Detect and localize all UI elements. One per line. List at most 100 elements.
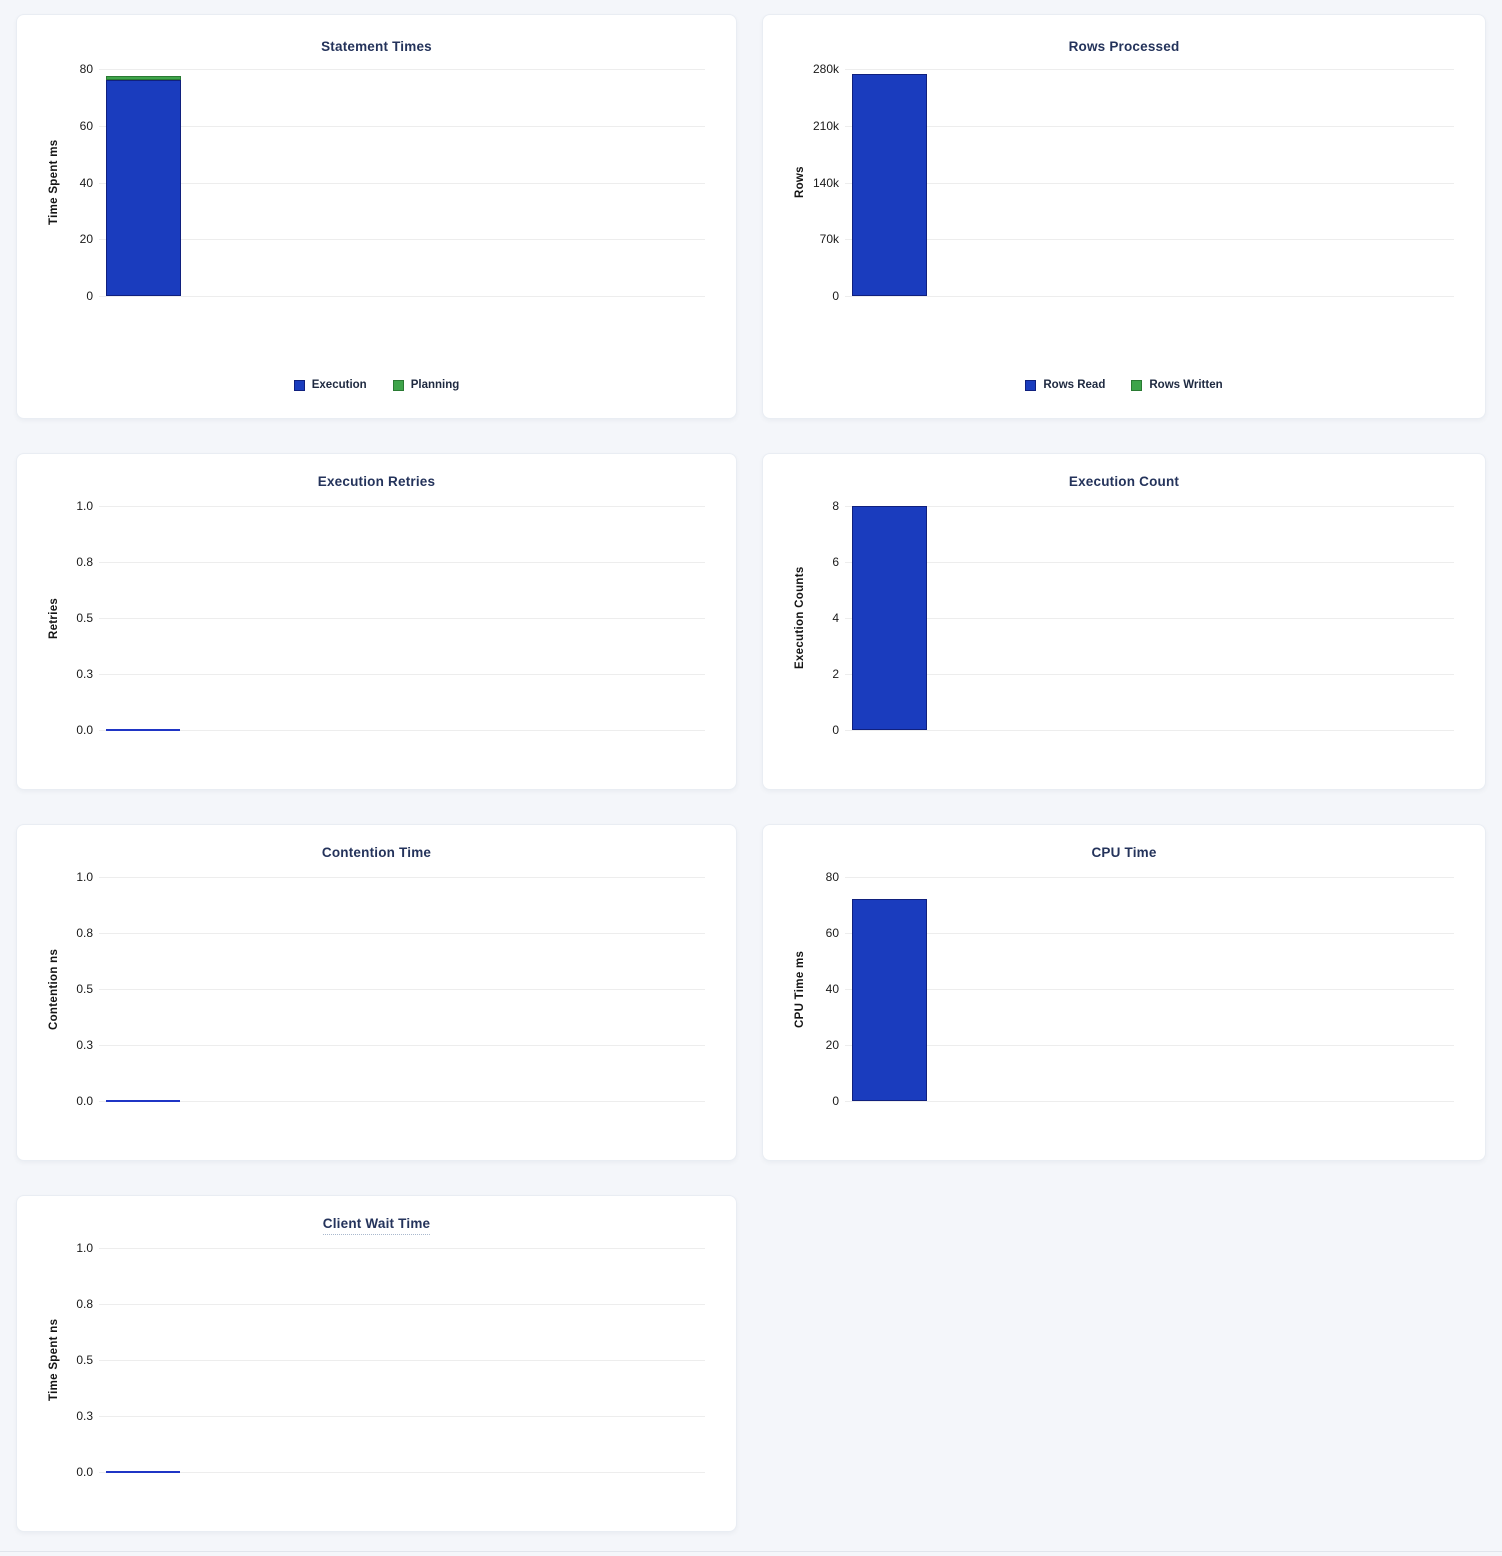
gridline <box>845 674 1454 675</box>
gridline <box>845 1045 1454 1046</box>
gridline <box>99 674 705 675</box>
gridline <box>99 125 705 127</box>
y-tick-label: 1.0 <box>76 499 93 513</box>
gridline <box>845 182 1454 184</box>
chart-card: Client Wait Time Time Spent ns 1.0 0.8 0.5… <box>16 1195 737 1532</box>
gridline <box>99 1472 705 1473</box>
gridline <box>845 296 1454 297</box>
y-tick-label: 0.5 <box>76 1353 93 1367</box>
gridline <box>845 877 1454 878</box>
legend-label: Execution <box>311 379 367 391</box>
chart-card: Rows Processed Rows 280k 210k 140k 70k 0 Row… <box>762 14 1486 419</box>
plot-area <box>99 69 705 297</box>
legend-item: Planning <box>392 379 460 391</box>
gridline <box>99 1101 705 1102</box>
gridline <box>99 1416 705 1417</box>
chart-card: Execution Retries Retries 1.0 0.8 0.5 0.3 0.… <box>16 453 737 790</box>
y-axis: 80 60 40 20 0 <box>17 62 93 303</box>
gridline <box>845 989 1454 990</box>
zero-value-bar <box>106 729 180 731</box>
y-tick-label: 20 <box>79 232 93 247</box>
chart-card: Contention Time Contention ns 1.0 0.8 0.5 0… <box>16 824 737 1161</box>
y-tick-label: 1.0 <box>76 870 93 884</box>
y-tick-label: 0.0 <box>76 1465 93 1479</box>
gridline <box>99 506 705 507</box>
zero-value-bar <box>106 1100 180 1102</box>
chart-title: Execution Retries <box>17 474 736 489</box>
y-tick-label: 0.3 <box>76 1409 93 1423</box>
y-tick-label: 0.5 <box>76 982 93 996</box>
chart-title: CPU Time <box>763 845 1485 860</box>
charts-grid: Statement Times Time Spent ms 80 60 40 20 0 … <box>16 14 1486 1532</box>
chart-title-text[interactable]: Client Wait Time <box>322 1216 431 1235</box>
y-tick-label: 280k <box>812 62 839 76</box>
chart-title-text: Rows Processed <box>1068 39 1180 54</box>
y-axis: 1.0 0.8 0.5 0.3 0.0 <box>17 870 93 1108</box>
gridline <box>99 933 705 934</box>
gridline <box>99 562 705 563</box>
y-tick-label: 140k <box>812 175 839 190</box>
chart-title: Execution Count <box>763 474 1485 489</box>
y-tick-label: 0 <box>86 289 93 303</box>
chart-title: Rows Processed <box>763 39 1485 54</box>
chart-title-text: Execution Retries <box>317 474 436 489</box>
y-tick-label: 80 <box>79 62 93 76</box>
bar-segment <box>106 76 181 81</box>
y-tick-label: 0 <box>832 1094 839 1108</box>
y-tick-label: 80 <box>825 870 839 884</box>
legend-label: Rows Read <box>1043 379 1106 391</box>
legend-swatch-icon <box>293 379 305 391</box>
y-axis: 8 6 4 2 0 <box>763 499 839 737</box>
gridline <box>99 239 705 241</box>
gridline <box>845 618 1454 619</box>
chart-card: Statement Times Time Spent ms 80 60 40 20 0 … <box>16 14 737 419</box>
y-tick-label: 6 <box>832 555 839 569</box>
gridline <box>99 69 705 70</box>
chart-title: Client Wait Time <box>17 1216 736 1235</box>
y-tick-label: 0.0 <box>76 1094 93 1108</box>
chart-title-text: Contention Time <box>321 845 432 860</box>
y-axis: 280k 210k 140k 70k 0 <box>763 62 839 303</box>
legend-item: Rows Read <box>1025 379 1105 391</box>
y-axis: 80 60 40 20 0 <box>763 870 839 1108</box>
bar-segment <box>852 73 927 296</box>
chart-title-text: CPU Time <box>1091 845 1157 860</box>
chart-title: Statement Times <box>17 39 736 54</box>
gridline <box>845 730 1454 731</box>
y-axis: 1.0 0.8 0.5 0.3 0.0 <box>17 499 93 737</box>
y-tick-label: 4 <box>832 611 839 625</box>
plot-area <box>99 506 705 731</box>
gridline <box>99 182 705 184</box>
legend-item: Rows Written <box>1131 379 1223 391</box>
legend-swatch-icon <box>1025 379 1037 391</box>
bottom-divider <box>0 1551 1502 1552</box>
y-tick-label: 60 <box>825 926 839 940</box>
gridline <box>845 1101 1454 1102</box>
gridline <box>99 1045 705 1046</box>
y-tick-label: 0 <box>832 289 839 303</box>
y-tick-label: 0.8 <box>76 926 93 940</box>
y-tick-label: 2 <box>832 667 839 681</box>
y-tick-label: 210k <box>812 118 839 133</box>
plot-area <box>845 877 1454 1102</box>
bar-segment <box>852 506 927 730</box>
gridline <box>845 125 1454 127</box>
y-tick-label: 40 <box>79 175 93 190</box>
y-tick-label: 60 <box>79 118 93 133</box>
legend-swatch-icon <box>1131 379 1143 391</box>
plot-area <box>99 1248 705 1473</box>
gridline <box>99 1360 705 1361</box>
chart-legend: Rows Read Rows Written <box>763 379 1485 391</box>
y-tick-label: 0.0 <box>76 723 93 737</box>
legend-label: Planning <box>410 379 460 391</box>
chart-title-text: Execution Count <box>1068 474 1180 489</box>
y-axis: 1.0 0.8 0.5 0.3 0.0 <box>17 1241 93 1479</box>
y-tick-label: 0.8 <box>76 555 93 569</box>
gridline <box>845 239 1454 241</box>
chart-title-text: Statement Times <box>321 39 432 54</box>
chart-title: Contention Time <box>17 845 736 860</box>
y-tick-label: 8 <box>832 499 839 513</box>
gridline <box>99 618 705 619</box>
chart-card: CPU Time CPU Time ms 80 60 40 20 0 <box>762 824 1486 1161</box>
